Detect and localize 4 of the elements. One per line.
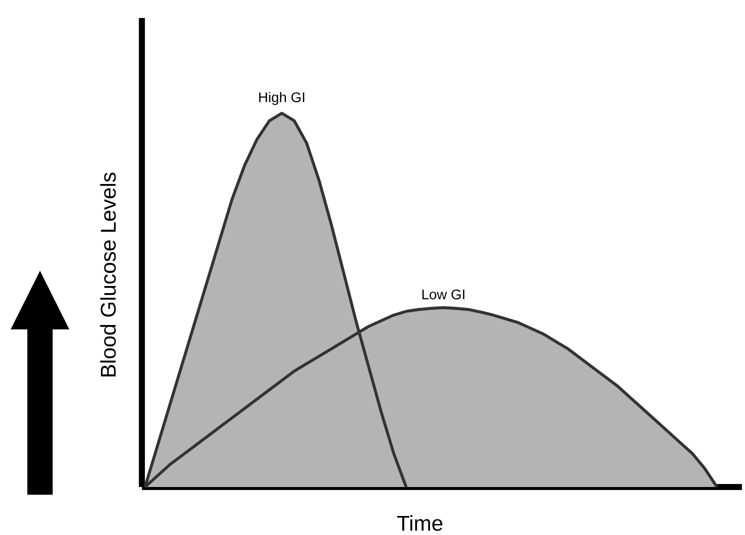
- series-label: Low GI: [422, 289, 464, 300]
- series-label: High GI: [259, 92, 304, 105]
- y-axis-title: Blood Glucose Levels: [100, 172, 116, 376]
- x-axis-title: Time: [397, 515, 442, 531]
